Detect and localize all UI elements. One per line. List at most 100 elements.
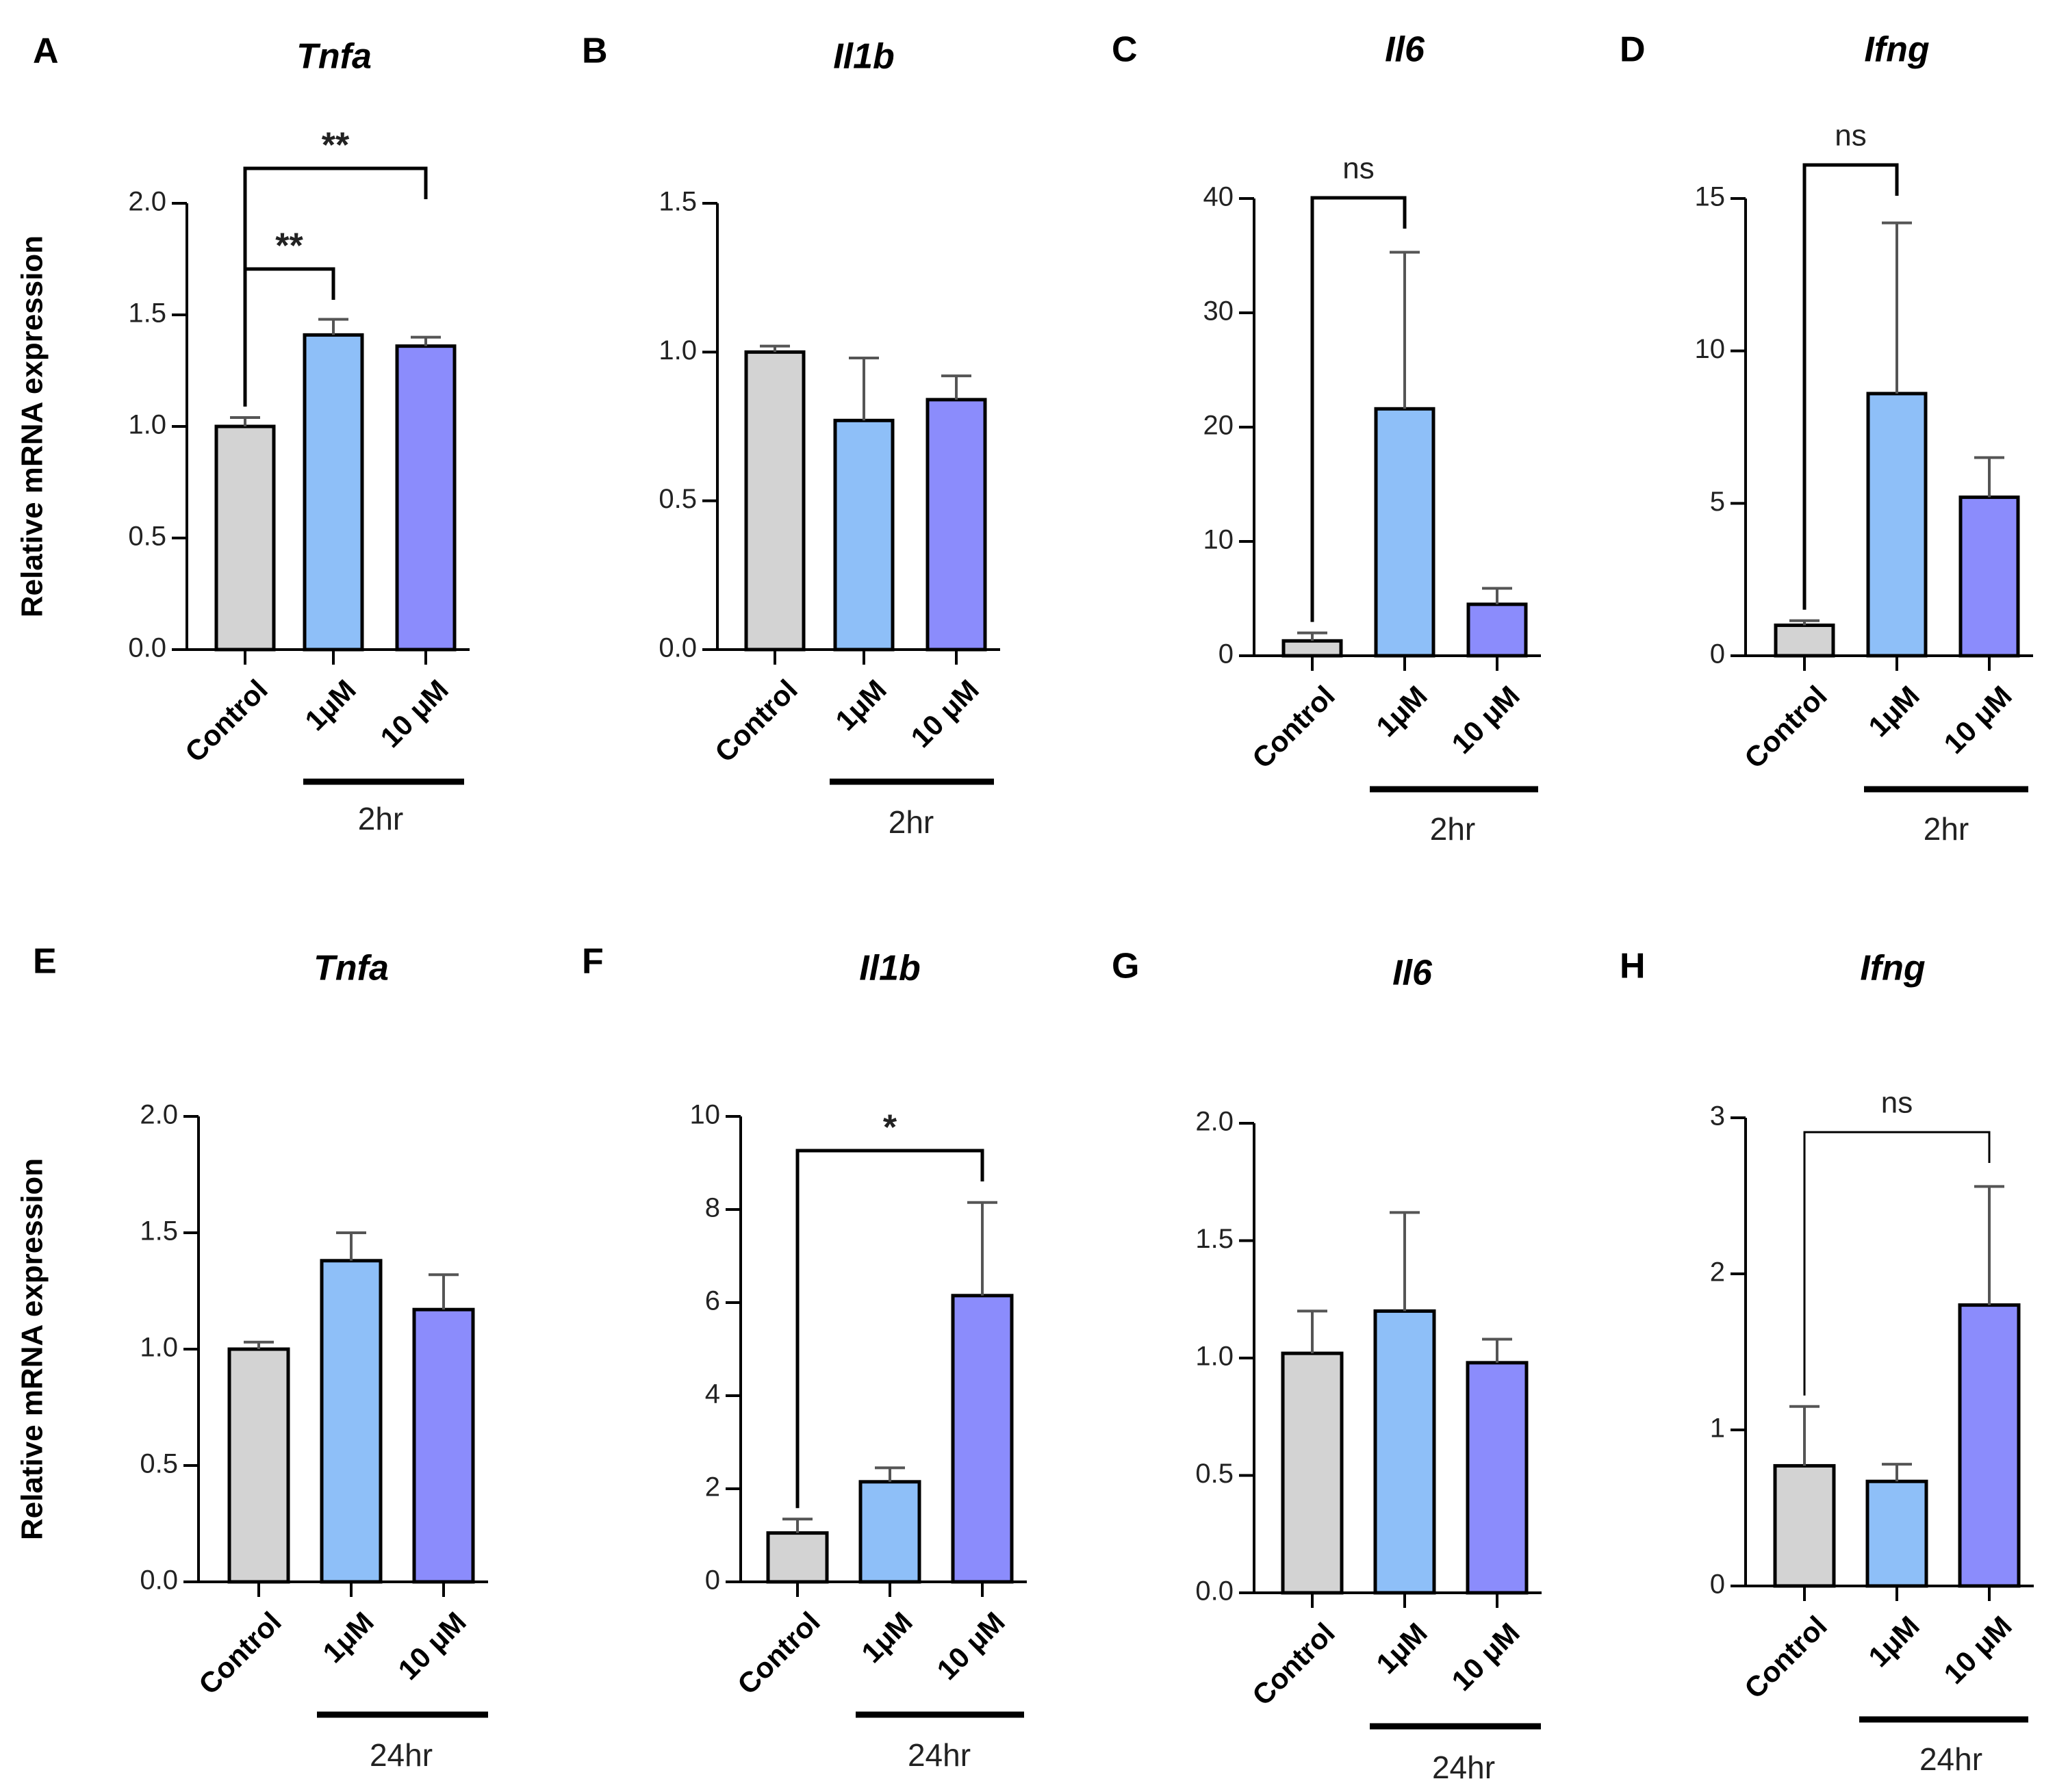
bar-1um <box>320 1259 383 1584</box>
time-label: 24hr <box>1432 1750 1495 1785</box>
y-tick-label: 0.5 <box>140 1449 178 1479</box>
x-category-label: 10 μM <box>1445 680 1525 760</box>
panel-title: Il6 <box>1385 30 1425 70</box>
y-axis-label: Relative mRNA expression <box>16 1158 49 1540</box>
significance-label: ** <box>275 227 303 266</box>
panel-f: F Il1b 0 2 4 6 8 10 Control 1μM 10 μM 24hr * <box>582 942 1027 1773</box>
x-category-label: 1μM <box>829 674 893 737</box>
x-category-label: Control <box>192 1606 288 1701</box>
y-tick-label: 0.0 <box>1195 1576 1234 1607</box>
x-category-label: Control <box>709 674 804 769</box>
time-label: 24hr <box>1919 1741 1982 1777</box>
panel-letter: D <box>1620 30 1646 70</box>
panel-letter: B <box>582 31 608 71</box>
y-tick-label: 3 <box>1710 1101 1725 1131</box>
bar-10um <box>926 398 987 652</box>
y-tick-label: 8 <box>705 1193 720 1223</box>
y-tick-label: 1.0 <box>659 335 697 366</box>
y-tick-label: 2.0 <box>128 187 166 217</box>
significance-label: ns <box>1881 1086 1913 1120</box>
panel-title: Il1b <box>833 37 895 77</box>
x-category-label: 1μM <box>316 1606 380 1669</box>
panel-title: Ifng <box>1864 30 1929 70</box>
x-category-label: 1μM <box>1862 1610 1926 1674</box>
y-tick-label: 40 <box>1203 182 1234 212</box>
panel-g: G Il6 0.0 0.5 1.0 1.5 2.0 Control 1μM 10 μM 24hr <box>1112 947 1542 1785</box>
x-category-label: 10 μM <box>1445 1617 1525 1697</box>
y-axis-label: Relative mRNA expression <box>16 235 49 617</box>
y-tick-label: 1.5 <box>128 298 166 329</box>
y-tick-label: 0.5 <box>128 522 166 552</box>
panel-letter: C <box>1112 30 1138 70</box>
panel-letter: A <box>33 31 59 71</box>
bar-control <box>1281 1351 1344 1595</box>
panel-title: Tnfa <box>314 949 389 988</box>
bar-10um <box>395 344 457 652</box>
y-tick-label: 2.0 <box>1195 1107 1234 1137</box>
bar-control <box>1774 623 1835 658</box>
x-category-label: 10 μM <box>374 674 454 754</box>
x-category-label: 10 μM <box>1937 1610 2017 1690</box>
x-category-label: 1μM <box>1862 680 1926 743</box>
bar-10um <box>951 1294 1014 1584</box>
panel-letter: E <box>33 942 57 982</box>
x-category-label: Control <box>1738 680 1833 775</box>
panel-letter: G <box>1112 947 1139 986</box>
significance-label: ns <box>1835 119 1866 153</box>
x-category-label: 1μM <box>298 674 362 737</box>
bar-1um <box>833 418 895 652</box>
time-label: 24hr <box>370 1737 433 1773</box>
y-tick-label: 10 <box>690 1100 721 1130</box>
bar-10um <box>1466 602 1528 658</box>
significance-bracket <box>795 1149 984 1509</box>
y-tick-label: 0 <box>1710 639 1725 669</box>
bar-10um <box>1958 495 2020 658</box>
y-tick-label: 1.5 <box>1195 1224 1234 1254</box>
bar-control <box>214 424 276 652</box>
x-category-label: Control <box>1246 1617 1341 1712</box>
y-tick-label: 0.0 <box>128 633 166 663</box>
bar-control <box>766 1531 829 1584</box>
y-tick-label: 2.0 <box>140 1100 178 1130</box>
y-tick-label: 0 <box>705 1565 720 1596</box>
time-label: 2hr <box>358 801 403 836</box>
y-tick-label: 1.0 <box>1195 1342 1234 1372</box>
x-category-label: 1μM <box>855 1606 919 1669</box>
bar-10um <box>412 1307 475 1584</box>
y-tick-label: 2 <box>1710 1257 1725 1288</box>
bar-1um <box>1866 392 1928 658</box>
time-label: 2hr <box>1924 811 1969 847</box>
x-category-label: 10 μM <box>392 1606 472 1686</box>
panel-a: A Tnfa Relative mRNA expression 0.0 0.5 1.0 1.… <box>16 31 470 836</box>
panel-h: H Ifng 0 1 2 3 Control 1μM 10 μM 24hr ns <box>1620 947 2034 1777</box>
y-tick-label: 5 <box>1710 487 1725 517</box>
bar-control <box>1773 1463 1836 1588</box>
time-label: 24hr <box>908 1737 971 1773</box>
y-tick-label: 30 <box>1203 296 1234 327</box>
significance-label: ns <box>1342 152 1374 185</box>
y-tick-label: 1 <box>1710 1413 1725 1444</box>
y-tick-label: 1.5 <box>659 187 697 217</box>
bar-control <box>1281 639 1343 658</box>
significance-bracket <box>243 166 428 407</box>
y-tick-label: 0.5 <box>659 484 697 514</box>
x-category-label: 10 μM <box>1937 680 2017 760</box>
x-category-label: Control <box>1738 1610 1833 1705</box>
y-tick-label: 2 <box>705 1472 720 1502</box>
bar-1um <box>1374 407 1435 658</box>
bar-1um <box>1373 1309 1436 1595</box>
y-tick-label: 4 <box>705 1379 720 1409</box>
x-category-label: 1μM <box>1370 1617 1433 1680</box>
x-category-label: Control <box>731 1606 826 1701</box>
panel-d: D Ifng 0 5 10 15 Control 1μM 10 μM 2hr ns <box>1620 30 2033 847</box>
panel-title: Tnfa <box>296 37 372 77</box>
significance-bracket <box>1803 1131 1991 1396</box>
panel-c: C Il6 0 10 20 30 40 Control 1μM 10 μM 2hr ns <box>1112 30 1541 847</box>
panel-letter: H <box>1620 947 1646 986</box>
y-tick-label: 1.5 <box>140 1216 178 1246</box>
bar-10um <box>1958 1303 2021 1588</box>
y-tick-label: 10 <box>1695 334 1726 364</box>
significance-label: ** <box>322 126 350 166</box>
panel-title: Ifng <box>1860 949 1925 988</box>
